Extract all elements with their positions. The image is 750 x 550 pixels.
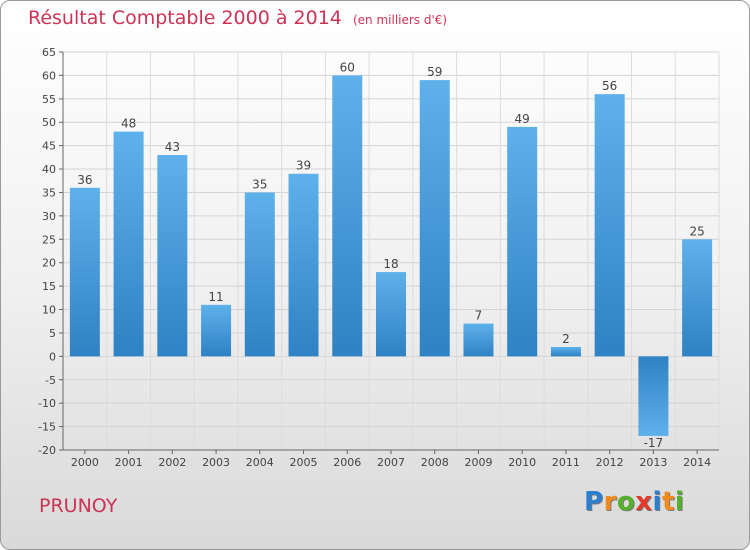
place-name: PRUNOY bbox=[39, 495, 118, 517]
value-label: 39 bbox=[296, 159, 311, 173]
y-tick-label: -5 bbox=[45, 374, 56, 387]
value-label: 7 bbox=[475, 309, 483, 323]
logo-letter: x bbox=[635, 487, 653, 517]
x-tick-label: 2006 bbox=[333, 456, 361, 469]
bar-2007 bbox=[376, 272, 406, 357]
value-label: 60 bbox=[340, 60, 355, 74]
proxiti-logo: Proxiti bbox=[584, 487, 684, 517]
y-tick-label: 60 bbox=[42, 69, 56, 82]
logo-letter: P bbox=[584, 487, 604, 517]
value-label: 59 bbox=[427, 65, 442, 79]
chart-title-block: Résultat Comptable 2000 à 2014 (en milli… bbox=[28, 7, 447, 29]
x-tick-label: 2007 bbox=[377, 456, 405, 469]
bar-2006 bbox=[332, 75, 363, 357]
value-label: 49 bbox=[515, 112, 530, 126]
bar-2004 bbox=[244, 192, 275, 357]
y-tick-label: 50 bbox=[42, 116, 56, 129]
x-tick-label: 2010 bbox=[508, 456, 536, 469]
y-tick-label: 0 bbox=[49, 350, 56, 363]
logo-letter: i bbox=[674, 487, 685, 517]
value-label: 18 bbox=[383, 257, 398, 271]
logo-letter: i bbox=[652, 487, 662, 517]
logo-letter: t bbox=[661, 487, 675, 517]
bar-2005 bbox=[288, 173, 319, 357]
y-tick-label: 40 bbox=[42, 163, 56, 176]
y-tick-label: 35 bbox=[42, 186, 56, 199]
x-tick-label: 2011 bbox=[552, 456, 580, 469]
x-tick-label: 2014 bbox=[683, 456, 711, 469]
y-tick-label: -20 bbox=[38, 444, 56, 457]
bar-2012 bbox=[594, 94, 625, 357]
bar-2003 bbox=[201, 304, 232, 357]
y-tick-label: -15 bbox=[38, 421, 56, 434]
y-tick-label: 30 bbox=[42, 210, 56, 223]
y-tick-label: 5 bbox=[49, 327, 56, 340]
y-tick-label: 45 bbox=[42, 140, 56, 153]
bar-2011 bbox=[550, 346, 581, 357]
y-tick-label: 55 bbox=[42, 93, 56, 106]
bar-2010 bbox=[507, 126, 538, 357]
bar-2000 bbox=[69, 187, 100, 357]
value-label: 2 bbox=[562, 332, 570, 346]
chart-title: Résultat Comptable 2000 à 2014 bbox=[28, 7, 342, 29]
value-label: 56 bbox=[602, 79, 617, 93]
y-tick-label: -10 bbox=[38, 397, 56, 410]
x-tick-label: 2003 bbox=[202, 456, 230, 469]
logo-letter: r bbox=[603, 487, 617, 517]
value-label: 36 bbox=[77, 173, 92, 187]
x-tick-label: 2009 bbox=[464, 456, 492, 469]
y-tick-label: 10 bbox=[42, 304, 56, 317]
x-tick-label: 2013 bbox=[639, 456, 667, 469]
value-label: 11 bbox=[208, 290, 223, 304]
y-tick-label: 65 bbox=[42, 46, 56, 59]
x-tick-label: 2000 bbox=[71, 456, 99, 469]
x-tick-label: 2008 bbox=[421, 456, 449, 469]
x-tick-label: 2004 bbox=[246, 456, 274, 469]
x-tick-label: 2005 bbox=[290, 456, 318, 469]
bar-2008 bbox=[419, 80, 450, 357]
y-tick-label: 20 bbox=[42, 257, 56, 270]
value-label: 25 bbox=[689, 224, 704, 238]
x-tick-label: 2002 bbox=[158, 456, 186, 469]
value-label: 48 bbox=[121, 117, 136, 131]
bar-2002 bbox=[157, 155, 188, 357]
y-tick-label: 25 bbox=[42, 233, 56, 246]
y-tick-label: 15 bbox=[42, 280, 56, 293]
bar-2009 bbox=[463, 323, 494, 357]
x-tick-label: 2012 bbox=[596, 456, 624, 469]
bar-2013 bbox=[638, 356, 669, 436]
value-label: -17 bbox=[644, 436, 664, 450]
value-label: 43 bbox=[165, 140, 180, 154]
chart-subtitle: (en milliers d'€) bbox=[352, 13, 448, 27]
x-tick-label: 2001 bbox=[115, 456, 143, 469]
value-label: 35 bbox=[252, 177, 267, 191]
logo-letter: o bbox=[616, 487, 636, 517]
bar-2014 bbox=[682, 239, 713, 357]
bar-2001 bbox=[113, 131, 144, 357]
